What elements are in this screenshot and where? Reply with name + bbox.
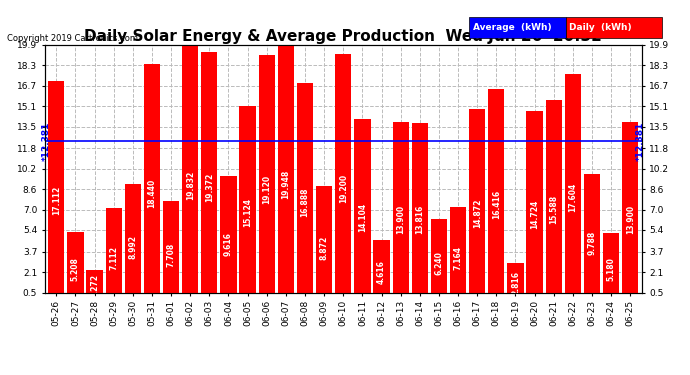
- Text: 16.416: 16.416: [492, 190, 501, 219]
- Bar: [48, 81, 64, 299]
- Bar: [86, 270, 103, 299]
- Bar: [603, 233, 619, 299]
- Text: 8.992: 8.992: [128, 235, 137, 259]
- Text: 9.788: 9.788: [587, 231, 596, 255]
- Text: 5.180: 5.180: [607, 257, 615, 281]
- Text: Daily  (kWh): Daily (kWh): [569, 23, 632, 32]
- Text: Copyright 2019 Cartronics.com: Copyright 2019 Cartronics.com: [7, 34, 138, 43]
- Text: 13.900: 13.900: [396, 204, 405, 234]
- Text: 19.120: 19.120: [262, 174, 271, 204]
- Bar: [622, 122, 638, 299]
- Bar: [564, 74, 581, 299]
- Text: 15.124: 15.124: [243, 198, 252, 226]
- Text: 13.816: 13.816: [415, 205, 424, 234]
- Bar: [431, 219, 447, 299]
- Text: 9.616: 9.616: [224, 232, 233, 256]
- Bar: [526, 111, 543, 299]
- Bar: [469, 109, 485, 299]
- Bar: [584, 174, 600, 299]
- Text: 19.832: 19.832: [186, 170, 195, 200]
- Text: 15.588: 15.588: [549, 195, 558, 224]
- Text: 2.816: 2.816: [511, 271, 520, 295]
- Bar: [335, 54, 351, 299]
- Text: *12.381: *12.381: [41, 121, 50, 160]
- Text: 7.164: 7.164: [453, 246, 462, 270]
- Text: 14.724: 14.724: [530, 200, 539, 229]
- Bar: [278, 44, 294, 299]
- Bar: [412, 123, 428, 299]
- Bar: [546, 100, 562, 299]
- Bar: [354, 119, 371, 299]
- Text: 14.872: 14.872: [473, 199, 482, 228]
- Text: 14.104: 14.104: [358, 203, 367, 232]
- Bar: [106, 208, 122, 299]
- Text: 7.112: 7.112: [109, 246, 118, 270]
- Text: 17.604: 17.604: [569, 183, 578, 213]
- Text: 5.208: 5.208: [71, 257, 80, 281]
- Bar: [68, 232, 83, 299]
- Text: 4.616: 4.616: [377, 261, 386, 284]
- Text: 19.948: 19.948: [282, 170, 290, 199]
- Bar: [201, 52, 217, 299]
- Text: Average  (kWh): Average (kWh): [473, 23, 551, 32]
- Text: 7.708: 7.708: [166, 243, 176, 267]
- Bar: [239, 106, 256, 299]
- Text: 6.240: 6.240: [435, 251, 444, 275]
- Bar: [297, 83, 313, 299]
- Bar: [144, 64, 160, 299]
- Bar: [489, 90, 504, 299]
- Bar: [507, 263, 524, 299]
- Bar: [259, 55, 275, 299]
- Bar: [125, 184, 141, 299]
- Bar: [450, 207, 466, 299]
- Bar: [373, 240, 390, 299]
- Title: Daily Solar Energy & Average Production  Wed Jun 26  20:32: Daily Solar Energy & Average Production …: [84, 29, 602, 44]
- Text: 17.112: 17.112: [52, 186, 61, 215]
- Text: 19.372: 19.372: [205, 173, 214, 202]
- Text: 8.872: 8.872: [319, 236, 328, 260]
- Bar: [163, 201, 179, 299]
- Bar: [316, 186, 333, 299]
- Text: 19.200: 19.200: [339, 174, 348, 203]
- Text: *12.381: *12.381: [636, 121, 645, 160]
- Bar: [393, 122, 408, 299]
- Bar: [182, 46, 198, 299]
- Text: 18.440: 18.440: [148, 178, 157, 208]
- Text: 16.888: 16.888: [301, 187, 310, 217]
- Text: 2.272: 2.272: [90, 274, 99, 298]
- Bar: [220, 176, 237, 299]
- Text: 13.900: 13.900: [626, 204, 635, 234]
